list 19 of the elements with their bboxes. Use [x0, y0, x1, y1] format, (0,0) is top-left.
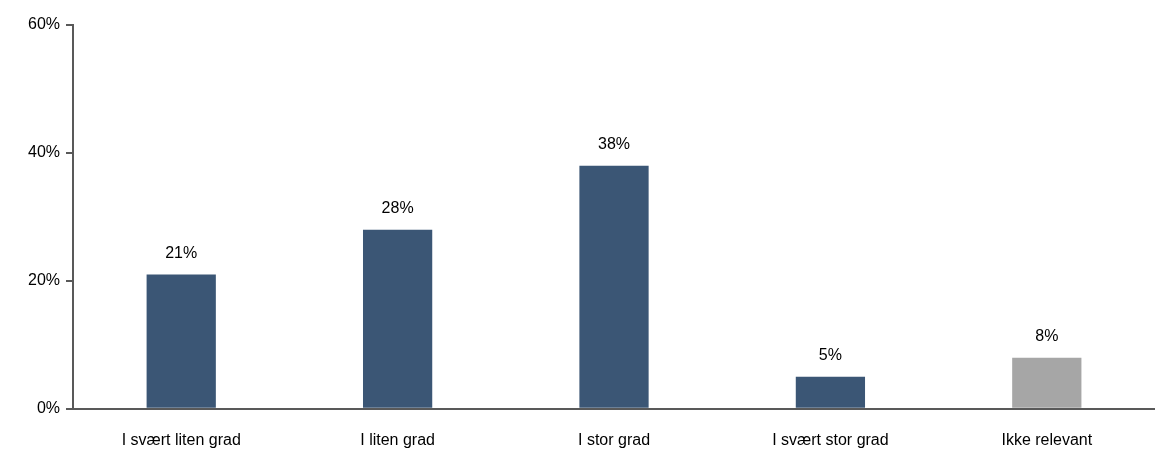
- bar: [795, 376, 866, 408]
- bar: [146, 274, 216, 408]
- y-tick-label: 40%: [27, 143, 61, 161]
- x-tick-label: I liten grad: [360, 430, 435, 448]
- data-label: 8%: [1035, 327, 1059, 345]
- x-tick-label: I stor grad: [578, 430, 651, 448]
- y-tick-label: 60%: [27, 15, 61, 33]
- bar: [579, 165, 649, 408]
- x-tick-label: I svært liten grad: [121, 430, 241, 448]
- data-label: 38%: [598, 135, 631, 153]
- data-label: 5%: [818, 346, 842, 364]
- data-label: 21%: [165, 243, 198, 261]
- y-tick-label: 20%: [27, 271, 61, 289]
- data-label: 28%: [381, 199, 414, 217]
- bar: [1012, 357, 1082, 408]
- y-tick-label: 0%: [36, 399, 61, 417]
- x-tick-label: I svært stor grad: [772, 430, 889, 448]
- bar: [362, 229, 433, 408]
- x-tick-label: Ikke relevant: [1001, 430, 1093, 448]
